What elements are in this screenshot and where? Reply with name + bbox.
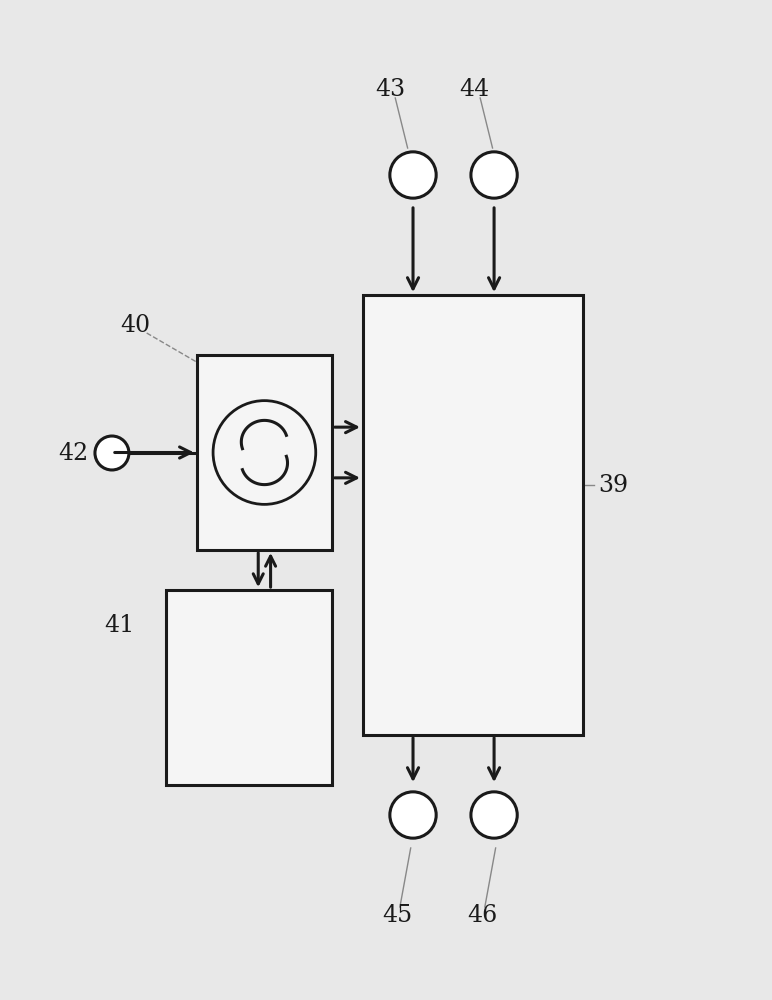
Text: 44: 44 — [459, 79, 490, 102]
Text: 41: 41 — [104, 613, 135, 637]
Circle shape — [390, 152, 436, 198]
Bar — [166, 590, 332, 785]
Circle shape — [471, 152, 517, 198]
Text: 40: 40 — [120, 314, 151, 336]
Circle shape — [471, 792, 517, 838]
Circle shape — [95, 436, 129, 470]
Bar — [363, 295, 583, 735]
Circle shape — [390, 792, 436, 838]
Bar — [197, 355, 332, 550]
Text: 39: 39 — [598, 474, 629, 496]
Text: 43: 43 — [374, 79, 405, 102]
Text: 45: 45 — [382, 904, 413, 926]
Text: 46: 46 — [467, 904, 498, 926]
Text: 42: 42 — [58, 442, 89, 465]
